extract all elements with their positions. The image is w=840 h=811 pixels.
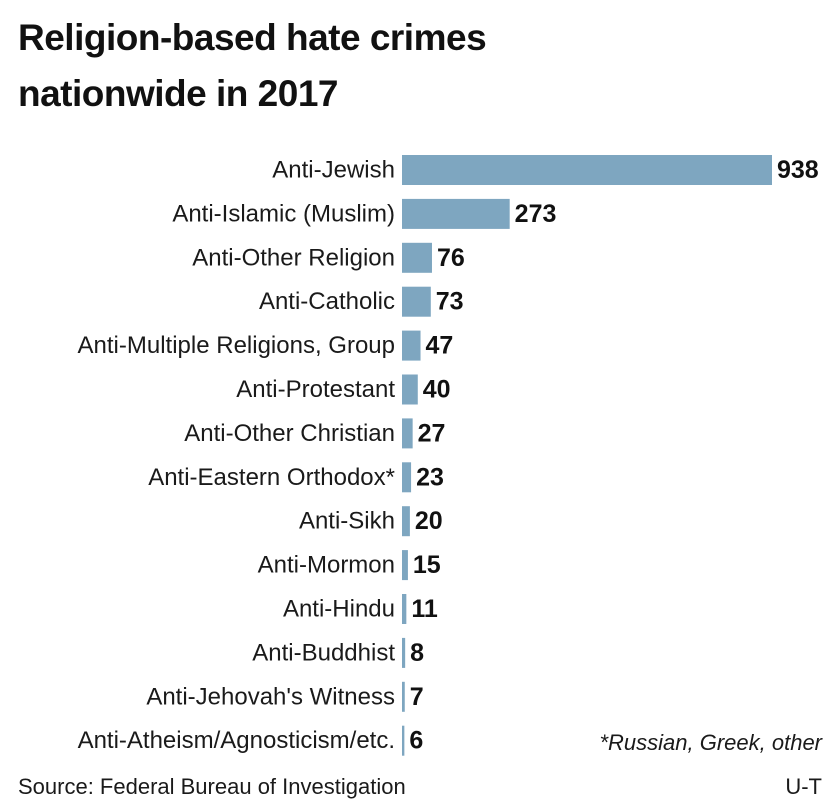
category-label: Anti-Hindu xyxy=(283,596,395,623)
category-label: Anti-Atheism/Agnosticism/etc. xyxy=(78,727,395,754)
source-note: Source: Federal Bureau of Investigation xyxy=(18,774,406,799)
bar xyxy=(402,725,405,756)
chart-title-line-2: nationwide in 2017 xyxy=(18,73,338,114)
data-label: 273 xyxy=(515,200,557,228)
chart-title: Religion-based hate crimes nationwide in… xyxy=(18,10,818,122)
bar xyxy=(402,418,413,449)
data-label: 27 xyxy=(418,419,446,447)
bar xyxy=(402,330,421,361)
category-label: Anti-Jewish xyxy=(272,157,395,184)
category-label: Anti-Protestant xyxy=(236,376,395,403)
category-label: Anti-Eastern Orthodox* xyxy=(148,464,395,491)
data-label: 8 xyxy=(410,639,424,667)
category-label: Anti-Other Christian xyxy=(184,420,395,447)
data-label: 73 xyxy=(436,288,464,316)
bar xyxy=(402,594,407,624)
category-label: Anti-Islamic (Muslim) xyxy=(172,200,395,227)
data-label: 6 xyxy=(409,727,423,755)
data-label: 76 xyxy=(437,244,465,272)
category-label: Anti-Sikh xyxy=(299,508,395,535)
category-label: Anti-Mormon xyxy=(258,552,395,579)
category-label: Anti-Jehovah's Witness xyxy=(146,683,395,710)
bar xyxy=(402,198,510,229)
data-label: 40 xyxy=(423,376,451,404)
data-label: 23 xyxy=(416,463,444,491)
bar xyxy=(402,550,408,581)
category-label: Anti-Catholic xyxy=(259,288,395,315)
data-label: 20 xyxy=(415,507,443,535)
credit-label: U-T xyxy=(785,774,822,799)
data-label: 11 xyxy=(411,595,438,623)
data-label: 938 xyxy=(777,156,819,184)
data-label: 15 xyxy=(413,551,441,579)
bar xyxy=(402,374,418,405)
data-label: 7 xyxy=(410,683,424,711)
bar xyxy=(402,462,412,493)
bar xyxy=(402,681,405,712)
category-label: Anti-Buddhist xyxy=(252,639,395,666)
bar xyxy=(402,506,410,537)
bar xyxy=(402,242,432,273)
bar xyxy=(402,637,406,668)
data-label: 47 xyxy=(426,332,454,360)
chart-title-line-1: Religion-based hate crimes xyxy=(18,17,487,58)
bar xyxy=(402,155,772,185)
category-label: Anti-Multiple Religions, Group xyxy=(78,332,395,359)
category-label: Anti-Other Religion xyxy=(192,244,395,271)
footnote: *Russian, Greek, other xyxy=(599,730,822,755)
bar xyxy=(402,286,431,317)
